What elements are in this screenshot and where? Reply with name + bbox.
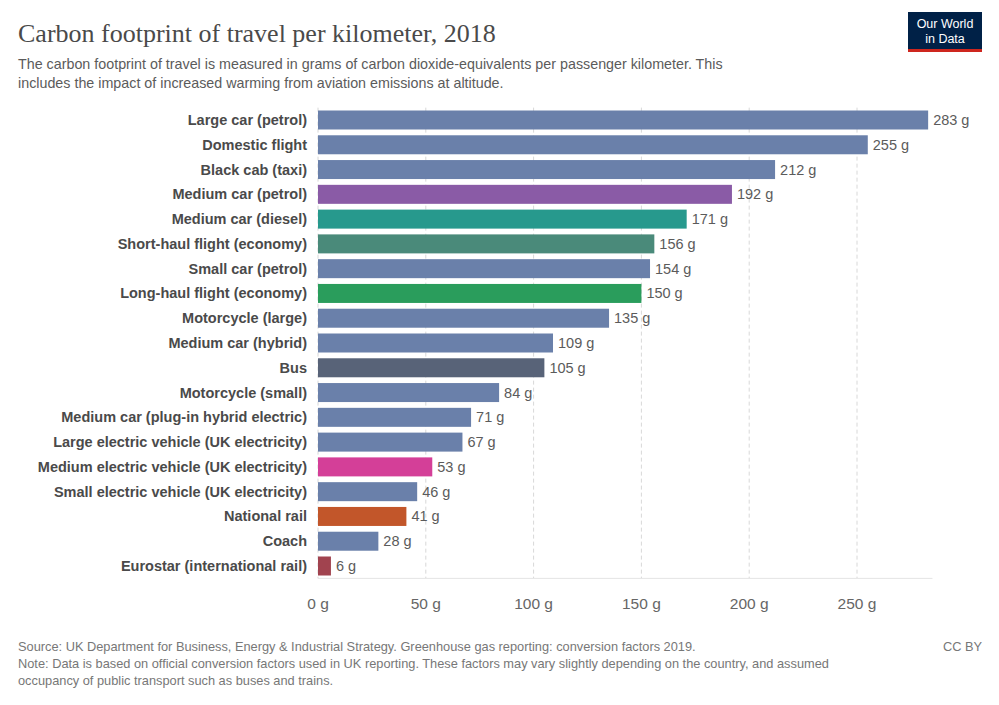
category-label: Short-haul flight (economy)	[118, 236, 307, 252]
logo-text: in Data	[925, 32, 965, 46]
bar	[318, 160, 775, 179]
bar	[318, 259, 650, 278]
x-axis-line	[318, 578, 932, 579]
category-label: Long-haul flight (economy)	[120, 285, 307, 301]
data-label: 53 g	[437, 459, 465, 475]
data-label: 84 g	[504, 385, 532, 401]
bar	[318, 532, 378, 551]
tick-label: 50 g	[411, 595, 441, 612]
category-label: Large electric vehicle (UK electricity)	[53, 434, 307, 450]
data-label: 283 g	[933, 112, 969, 128]
category-label: Small electric vehicle (UK electricity)	[54, 484, 307, 500]
data-label: 212 g	[780, 162, 816, 178]
category-label: Black cab (taxi)	[201, 162, 308, 178]
category-label: National rail	[224, 508, 307, 524]
bar	[318, 457, 432, 476]
data-label: 135 g	[614, 310, 650, 326]
category-label: Medium car (petrol)	[172, 186, 307, 202]
category-label: Medium car (diesel)	[172, 211, 308, 227]
bar	[318, 284, 641, 303]
category-label: Medium car (plug-in hybrid electric)	[61, 409, 307, 425]
tick-label: 200 g	[730, 595, 769, 612]
category-label: Large car (petrol)	[188, 112, 307, 128]
category-label: Domestic flight	[202, 137, 307, 153]
data-label: 156 g	[659, 236, 695, 252]
category-label: Motorcycle (large)	[182, 310, 307, 326]
source: Source: UK Department for Business, Ener…	[18, 639, 696, 654]
data-label: 41 g	[411, 508, 439, 524]
bar	[318, 433, 462, 452]
category-label: Coach	[263, 533, 307, 549]
bar	[318, 234, 654, 253]
category-label: Bus	[280, 360, 307, 376]
bar	[318, 135, 868, 154]
bar	[318, 507, 406, 526]
bar	[318, 309, 609, 328]
logo: Our Worldin Data	[908, 12, 982, 52]
bar	[318, 557, 331, 576]
note: occupancy of public transport such as bu…	[18, 673, 333, 688]
bars	[318, 111, 928, 576]
data-label: 192 g	[737, 186, 773, 202]
bar	[318, 111, 928, 130]
category-label: Small car (petrol)	[189, 261, 308, 277]
logo-box	[908, 12, 982, 52]
data-label: 28 g	[383, 533, 411, 549]
subtitle: includes the impact of increased warming…	[18, 75, 504, 91]
bar	[318, 210, 687, 229]
data-label: 150 g	[646, 285, 682, 301]
data-label: 171 g	[692, 211, 728, 227]
data-label: 154 g	[655, 261, 691, 277]
data-label: 255 g	[873, 137, 909, 153]
data-label: 6 g	[336, 558, 356, 574]
data-label: 105 g	[549, 360, 585, 376]
subtitle: The carbon footprint of travel is measur…	[18, 56, 723, 72]
tick-label: 100 g	[514, 595, 553, 612]
bar	[318, 408, 471, 427]
title: Carbon footprint of travel per kilometer…	[18, 19, 496, 48]
data-label: 71 g	[476, 409, 504, 425]
tick-label: 150 g	[622, 595, 661, 612]
grid-line	[857, 108, 858, 579]
license: CC BY	[943, 639, 983, 654]
note: Note: Data is based on official conversi…	[18, 656, 829, 671]
data-label: 109 g	[558, 335, 594, 351]
bar	[318, 334, 553, 353]
data-label: 67 g	[467, 434, 495, 450]
bar	[318, 358, 544, 377]
logo-text: Our World	[917, 17, 974, 31]
category-label: Eurostar (international rail)	[121, 558, 307, 574]
grid	[318, 108, 857, 579]
tick-label: 250 g	[838, 595, 877, 612]
logo-underline	[908, 49, 982, 52]
tick-label: 0 g	[307, 595, 329, 612]
category-label: Medium car (hybrid)	[168, 335, 307, 351]
data-label: 46 g	[422, 484, 450, 500]
category-label: Medium electric vehicle (UK electricity)	[38, 459, 307, 475]
bar	[318, 185, 732, 204]
chart: Carbon footprint of travel per kilometer…	[0, 0, 999, 705]
bar	[318, 383, 499, 402]
category-label: Motorcycle (small)	[180, 385, 307, 401]
labels: Large car (petrol) 283 g Domestic flight 25…	[38, 112, 970, 574]
bar	[318, 482, 417, 501]
